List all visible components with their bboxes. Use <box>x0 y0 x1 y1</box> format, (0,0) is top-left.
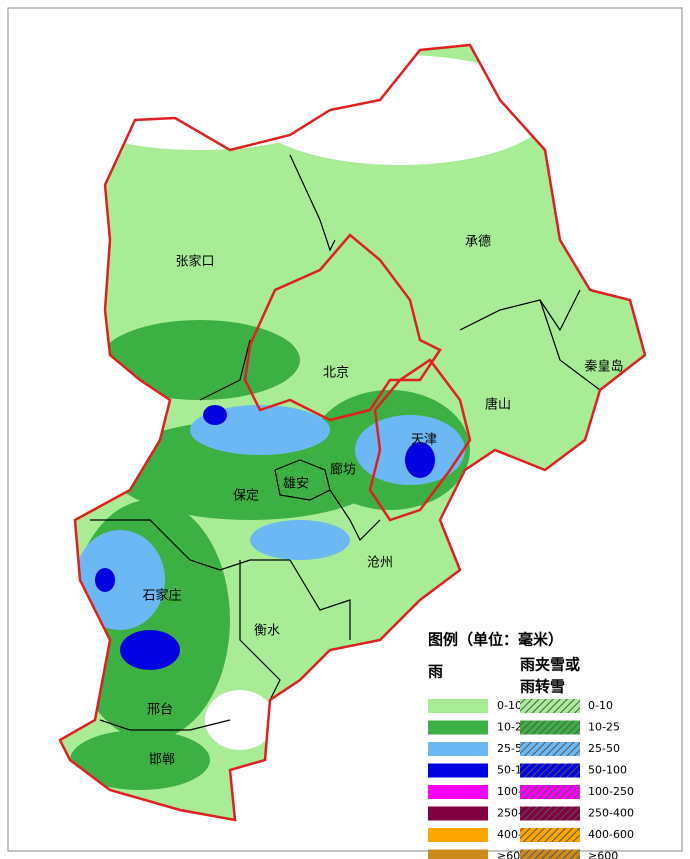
legend-label: 0-10 <box>497 699 522 712</box>
frame <box>7 7 683 852</box>
legend-swatch <box>520 849 580 859</box>
legend-swatch <box>428 806 488 821</box>
city-label: 衡水 <box>254 624 280 639</box>
city-label: 承德 <box>465 235 491 250</box>
legend-swatch <box>428 720 488 735</box>
city-label: 唐山 <box>485 397 511 413</box>
legend-label: ≥600 <box>588 850 618 859</box>
legend-heading: 雨 <box>428 663 443 681</box>
city-label: 石家庄 <box>142 588 181 604</box>
city-label: 秦皇岛 <box>584 359 623 375</box>
legend-swatch <box>520 806 580 821</box>
legend-swatch <box>428 742 488 756</box>
legend-label: 400-600 <box>588 828 634 841</box>
borders <box>90 154 601 731</box>
beijing-border <box>243 233 442 422</box>
city-label: 沧州 <box>367 555 393 571</box>
legend-swatch <box>520 785 580 799</box>
city-label: 雄安 <box>283 477 309 492</box>
city-label: 天津 <box>411 433 437 448</box>
legend-swatch <box>428 763 488 778</box>
city-label: 张家口 <box>175 254 214 270</box>
legend-swatch <box>428 699 488 713</box>
legend-label: 10-25 <box>588 721 620 734</box>
city-label: 廊坊 <box>330 462 356 478</box>
legend-swatch <box>428 849 488 859</box>
legend-swatch <box>520 828 580 842</box>
legend-swatch <box>520 699 580 713</box>
city-label: 保定 <box>233 489 259 504</box>
legend-label: 0-10 <box>588 699 613 712</box>
legend-label: 100-250 <box>588 785 634 798</box>
legend-heading: 雨夹雪或 <box>520 656 580 674</box>
legend-swatch <box>520 742 580 756</box>
city-label: 北京 <box>323 366 349 381</box>
legend-swatch <box>428 785 488 799</box>
legend-swatch <box>520 763 580 778</box>
legend-label: 50-100 <box>588 764 627 777</box>
legend-label: 25-50 <box>588 742 620 755</box>
city-label: 邯郸 <box>149 753 175 768</box>
legend-label: ≥600 <box>497 850 527 859</box>
tianjin-border <box>368 358 472 522</box>
city-label: 邢台 <box>147 703 173 718</box>
legend-title: 图例（单位：毫米） <box>428 631 563 649</box>
outline <box>58 43 647 822</box>
legend-swatch <box>520 720 580 735</box>
legend-swatch <box>428 828 488 842</box>
legend-label: 250-400 <box>588 807 634 820</box>
legend-heading: 雨转雪 <box>520 678 565 696</box>
